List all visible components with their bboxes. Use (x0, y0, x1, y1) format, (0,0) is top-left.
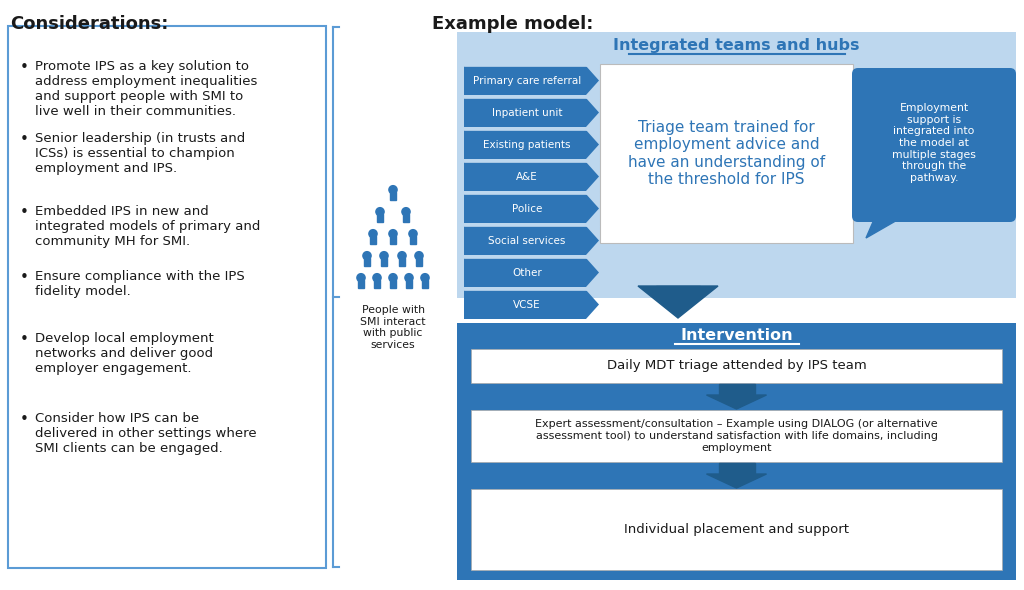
Text: Senior leadership (in trusts and
ICSs) is essential to champion
employment and I: Senior leadership (in trusts and ICSs) i… (35, 132, 246, 175)
Circle shape (415, 252, 423, 260)
FancyBboxPatch shape (8, 26, 326, 568)
Circle shape (362, 252, 371, 260)
Bar (364, 258, 370, 266)
Text: Primary care referral: Primary care referral (473, 76, 582, 86)
Text: A&E: A&E (516, 172, 538, 182)
Text: Considerations:: Considerations: (10, 15, 168, 33)
Bar (656, 286, 700, 298)
Bar (719, 384, 755, 395)
Text: VCSE: VCSE (513, 300, 541, 310)
Circle shape (401, 208, 410, 216)
Text: Example model:: Example model: (432, 15, 593, 33)
Circle shape (376, 208, 384, 216)
Text: Embedded IPS in new and
integrated models of primary and
community MH for SMI.: Embedded IPS in new and integrated model… (35, 205, 260, 248)
Text: •: • (20, 132, 29, 147)
Bar (390, 192, 396, 200)
Bar (370, 236, 376, 244)
Polygon shape (464, 290, 599, 319)
Text: Individual placement and support: Individual placement and support (624, 523, 849, 536)
Bar (422, 280, 428, 288)
Circle shape (389, 274, 397, 282)
Polygon shape (464, 162, 599, 191)
Text: Promote IPS as a key solution to
address employment inequalities
and support peo: Promote IPS as a key solution to address… (35, 60, 257, 118)
Circle shape (398, 252, 407, 260)
Bar (416, 258, 422, 266)
Text: People with
SMI interact
with public
services: People with SMI interact with public ser… (360, 305, 426, 350)
Circle shape (404, 274, 413, 282)
Text: •: • (20, 412, 29, 427)
Text: •: • (20, 60, 29, 75)
Polygon shape (707, 395, 767, 409)
Polygon shape (866, 215, 906, 238)
Text: Integrated teams and hubs: Integrated teams and hubs (613, 38, 860, 53)
Text: Expert assessment/consultation – Example using DIALOG (or alternative
assessment: Expert assessment/consultation – Example… (536, 419, 938, 453)
Polygon shape (464, 66, 599, 95)
Bar (399, 258, 406, 266)
Bar (719, 463, 755, 474)
Polygon shape (638, 286, 718, 318)
Circle shape (369, 230, 377, 238)
Polygon shape (464, 258, 599, 287)
Polygon shape (464, 130, 599, 159)
Circle shape (380, 252, 388, 260)
Circle shape (409, 230, 417, 238)
Text: Employment
support is
integrated into
the model at
multiple stages
through the
p: Employment support is integrated into th… (892, 103, 976, 183)
Text: Social services: Social services (488, 235, 565, 245)
Text: Ensure compliance with the IPS
fidelity model.: Ensure compliance with the IPS fidelity … (35, 270, 245, 298)
Bar (406, 280, 412, 288)
Text: Daily MDT triage attended by IPS team: Daily MDT triage attended by IPS team (606, 359, 866, 372)
FancyBboxPatch shape (600, 64, 853, 243)
Text: Triage team trained for
employment advice and
have an understanding of
the thres: Triage team trained for employment advic… (628, 120, 825, 187)
Bar (403, 214, 409, 222)
Bar (390, 236, 396, 244)
Text: Police: Police (512, 204, 542, 214)
Text: •: • (20, 332, 29, 347)
FancyBboxPatch shape (471, 349, 1002, 383)
Circle shape (421, 274, 429, 282)
Bar (381, 258, 387, 266)
Circle shape (373, 274, 381, 282)
Text: Other: Other (512, 267, 542, 277)
Bar (374, 280, 380, 288)
Circle shape (357, 274, 366, 282)
Bar (358, 280, 364, 288)
FancyBboxPatch shape (471, 489, 1002, 570)
Text: Intervention: Intervention (680, 328, 793, 343)
Text: Develop local employment
networks and deliver good
employer engagement.: Develop local employment networks and de… (35, 332, 214, 375)
Text: Inpatient unit: Inpatient unit (492, 107, 562, 117)
Polygon shape (464, 226, 599, 255)
Text: •: • (20, 270, 29, 285)
FancyBboxPatch shape (852, 68, 1016, 222)
Circle shape (389, 186, 397, 194)
Text: Existing patients: Existing patients (483, 139, 570, 149)
Text: Consider how IPS can be
delivered in other settings where
SMI clients can be eng: Consider how IPS can be delivered in oth… (35, 412, 257, 455)
Text: •: • (20, 205, 29, 220)
FancyBboxPatch shape (457, 323, 1016, 580)
Bar (410, 236, 416, 244)
FancyBboxPatch shape (457, 32, 1016, 298)
Bar (377, 214, 383, 222)
Polygon shape (464, 194, 599, 223)
Circle shape (389, 230, 397, 238)
Polygon shape (464, 98, 599, 127)
Bar (390, 280, 396, 288)
Polygon shape (707, 474, 767, 488)
FancyBboxPatch shape (471, 410, 1002, 462)
